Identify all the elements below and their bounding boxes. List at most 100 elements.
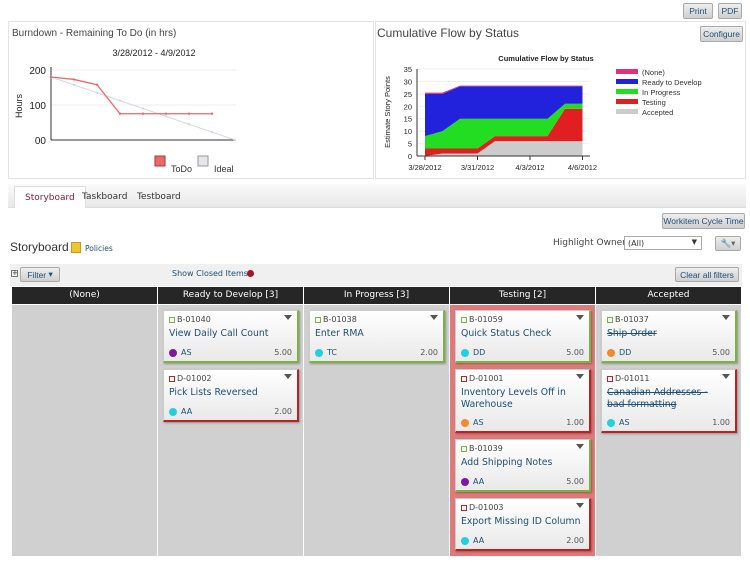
card-menu-icon[interactable] (576, 374, 584, 379)
chevron-down-icon: ▼ (691, 238, 697, 246)
card[interactable]: B-01038 Enter RMA TC 2.00 (309, 310, 445, 363)
card-name[interactable]: Add Shipping Notes (461, 457, 553, 468)
card-menu-icon[interactable] (576, 503, 584, 508)
owner-initials: TC (327, 348, 338, 357)
owner-initials: DD (619, 348, 632, 357)
column-testing: B-01059 Quick Status Check DD 5.00 D-0100… (450, 305, 595, 556)
legend-label: Testing (642, 98, 666, 107)
cfd-panel: Cumulative Flow by Status Configure Cumu… (375, 21, 746, 179)
y-tick-label: 0 (408, 152, 412, 161)
card-id[interactable]: B-01040 (169, 315, 211, 324)
highlight-owner-value: (All) (628, 239, 645, 248)
burndown-panel: Burndown - Remaining To Do (in hrs) 3/28… (8, 21, 374, 179)
data-point (164, 115, 168, 118)
card-name[interactable]: Quick Status Check (461, 328, 552, 339)
card-menu-icon[interactable] (576, 444, 584, 449)
data-point (141, 112, 145, 115)
data-point (72, 83, 76, 87)
card[interactable]: B-01059 Quick Status Check DD 5.00 (455, 310, 591, 363)
card-id-text: D-01001 (469, 374, 504, 383)
legend-label: In Progress (642, 88, 681, 97)
tab-storyboard[interactable]: Storyboard (14, 186, 86, 208)
tab-taskboard[interactable]: Taskboard (82, 192, 128, 202)
highlight-owner-select[interactable]: (All) ▼ (624, 236, 702, 250)
y-axis-label: Hours (14, 94, 24, 119)
policies-icon (71, 242, 81, 253)
card[interactable]: D-01001 Inventory Levels Off in Warehous… (455, 369, 591, 433)
column-header: Accepted (596, 287, 741, 304)
card-id[interactable]: B-01037 (607, 315, 649, 324)
card-name[interactable]: Enter RMA (315, 328, 364, 339)
policies-link[interactable]: Policies (85, 244, 113, 253)
card-menu-icon[interactable] (430, 315, 438, 320)
clear-all-filters-button[interactable]: Clear all filters (675, 267, 739, 282)
defect-icon (461, 505, 467, 511)
card-id[interactable]: D-01011 (607, 374, 650, 383)
owner-initials: AS (181, 348, 192, 357)
legend-label: (None) (642, 68, 665, 77)
card-id-text: D-01002 (177, 374, 212, 383)
y-tick-label: 200 (29, 66, 46, 77)
card-owner: AA (169, 407, 192, 416)
card-id[interactable]: B-01059 (461, 315, 503, 324)
y-tick-label: 30 (404, 77, 412, 86)
owner-color-dot (461, 418, 469, 427)
owner-color-dot (461, 348, 469, 357)
card-menu-icon[interactable] (722, 315, 730, 320)
legend-swatch-todo (154, 155, 166, 167)
card[interactable]: D-01011 Canadian Addresses - bad formatt… (601, 369, 737, 433)
card-owner: AA (461, 536, 484, 545)
card[interactable]: D-01003 Export Missing ID Column AA 2.00 (455, 498, 591, 551)
card-estimate: 1.00 (566, 418, 584, 427)
card-estimate: 2.00 (420, 348, 438, 357)
card-menu-icon[interactable] (722, 374, 730, 379)
filter-bar: + Filter ▾ Show Closed Items: Clear all … (10, 264, 742, 286)
workitem-cycle-time-button[interactable]: Workitem Cycle Time (662, 213, 745, 229)
column-accepted: B-01037 Ship Order DD 5.00 D-01011 Canadi… (596, 305, 741, 556)
card-owner: DD (461, 348, 485, 357)
configure-button[interactable]: Configure (700, 26, 743, 42)
card-menu-icon[interactable] (576, 315, 584, 320)
card-name[interactable]: View Daily Call Count (169, 328, 269, 339)
area-testing (425, 108, 583, 156)
card-id-text: B-01037 (615, 315, 649, 324)
owner-initials: AA (473, 536, 485, 545)
data-point (187, 112, 191, 115)
card[interactable]: B-01039 Add Shipping Notes AA 5.00 (455, 439, 591, 492)
pdf-button[interactable]: PDF (718, 3, 742, 19)
story-icon (461, 317, 467, 323)
tab-testboard[interactable]: Testboard (137, 192, 181, 202)
data-point (118, 99, 122, 102)
card-id[interactable]: D-01003 (461, 503, 504, 512)
card-id[interactable]: D-01001 (461, 374, 504, 383)
burndown-chart: 3/28/2012 - 4/9/2012 200 100 00 Hours ToDo Ide… (14, 48, 237, 174)
filter-label: Filter (27, 269, 47, 280)
card-name[interactable]: Pick Lists Reversed (169, 387, 258, 398)
card[interactable]: D-01002 Pick Lists Reversed AA 2.00 (163, 369, 299, 422)
card-id[interactable]: D-01002 (169, 374, 212, 383)
owner-initials: AA (473, 477, 485, 486)
card[interactable]: B-01037 Ship Order DD 5.00 (601, 310, 737, 363)
area-accepted (425, 141, 583, 156)
card-name[interactable]: Export Missing ID Column (461, 516, 581, 527)
card-name[interactable]: Canadian Addresses - bad formatting (607, 387, 708, 410)
card-menu-icon[interactable] (284, 315, 292, 320)
print-button[interactable]: Print (683, 3, 713, 19)
owner-color-dot (607, 348, 615, 357)
data-point (233, 138, 237, 142)
card-id[interactable]: B-01038 (315, 315, 357, 324)
card-owner: AS (169, 348, 192, 357)
card-menu-icon[interactable] (284, 374, 292, 379)
card-id[interactable]: B-01039 (461, 444, 503, 453)
expand-icon[interactable]: + (11, 269, 18, 277)
filter-button[interactable]: Filter ▾ (20, 267, 60, 282)
area-in-progress (425, 103, 583, 149)
card[interactable]: B-01040 View Daily Call Count AS 5.00 (163, 310, 299, 363)
owner-initials: AA (181, 407, 193, 416)
card-name[interactable]: Inventory Levels Off in Warehouse (461, 387, 566, 410)
data-point (210, 130, 214, 134)
data-point (164, 112, 168, 115)
card-name[interactable]: Ship Order (607, 328, 657, 339)
show-closed-toggle[interactable] (247, 270, 254, 277)
tools-menu-button[interactable]: 🔧▾ (715, 236, 741, 251)
